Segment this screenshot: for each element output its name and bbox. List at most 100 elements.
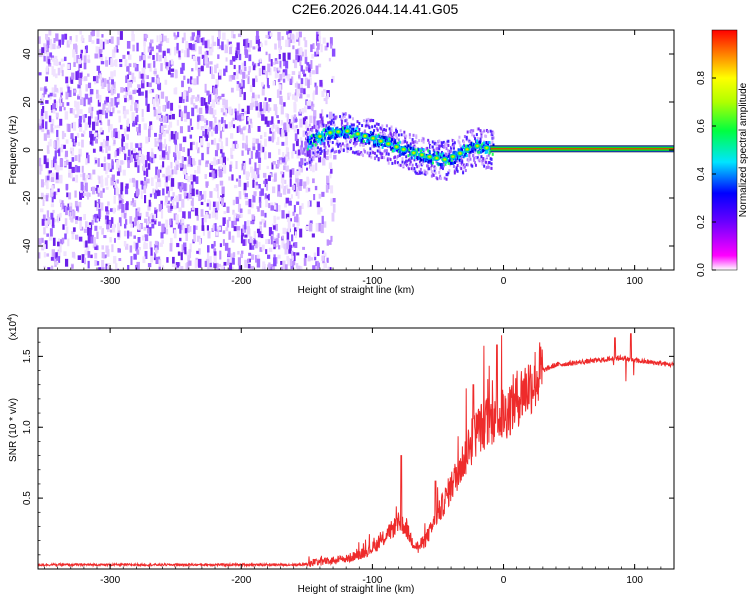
spectrogram-trace-halo <box>347 146 350 150</box>
spectrogram-noise-pixel <box>94 53 98 59</box>
spectrogram-trace-halo <box>416 141 419 145</box>
spectrogram-noise-pixel <box>216 170 220 176</box>
spectrogram-noise-pixel <box>265 198 268 208</box>
spectrogram-noise-pixel <box>147 205 151 211</box>
spectrogram-noise-pixel <box>46 51 50 57</box>
spectrogram-trace-halo <box>366 151 369 155</box>
spectrogram-noise-pixel <box>191 197 194 207</box>
spectrogram-trace-core <box>385 136 388 140</box>
spectrogram-noise-pixel <box>232 209 235 215</box>
spectrogram-trace-halo <box>352 123 355 127</box>
spectrogram-trace-halo <box>424 172 427 176</box>
spectrogram-noise-pixel <box>166 66 170 71</box>
spectrogram-noise-pixel <box>296 201 300 205</box>
spectrogram-trace-core <box>461 148 464 152</box>
spectrogram-noise-pixel <box>318 156 322 163</box>
spectrogram-noise-pixel <box>261 266 265 270</box>
spectrogram-noise-pixel <box>236 42 240 51</box>
spectrogram-noise-pixel <box>273 257 277 267</box>
spectrogram-trace-halo <box>317 150 320 154</box>
spectrogram-noise-pixel <box>48 236 53 241</box>
spectrogram-noise-pixel <box>268 203 272 209</box>
spectrogram-trace-blob-center <box>318 135 322 138</box>
spectrogram-noise-pixel <box>117 30 120 35</box>
spectrogram-noise-pixel <box>177 222 181 229</box>
spectrogram-noise-pixel <box>117 130 120 139</box>
spectrogram-trace-core <box>464 152 467 156</box>
spectrogram-noise-pixel <box>49 52 53 58</box>
spectrogram-noise-pixel <box>248 54 252 62</box>
spectrogram-noise-pixel <box>97 199 101 204</box>
spectrogram-noise-pixel <box>294 83 299 88</box>
spectrogram-trace-core <box>344 134 347 138</box>
spectrogram-noise-pixel <box>96 30 100 38</box>
spectrogram-noise-pixel <box>175 132 179 140</box>
spectrogram-trace-blob-center <box>346 130 349 133</box>
spectrogram-noise-pixel <box>107 201 110 206</box>
spectrogram-trace-core <box>441 163 444 167</box>
spectrogram-noise-pixel <box>211 38 214 45</box>
spectrogram-noise-pixel <box>304 40 308 48</box>
spectrogram-noise-pixel <box>258 157 262 164</box>
spectrogram-noise-pixel <box>167 190 170 198</box>
spectrogram-noise-pixel <box>124 223 127 229</box>
spectrogram-trace-halo <box>473 158 476 162</box>
spectrogram-noise-pixel <box>254 174 258 181</box>
spectrogram-noise-pixel <box>80 173 83 178</box>
spectrogram-trace-halo <box>435 160 438 164</box>
spectrogram-noise-pixel <box>45 220 49 229</box>
spectrogram-noise-pixel <box>53 252 57 262</box>
spectrogram-noise-pixel <box>226 206 230 213</box>
spectrogram-noise-pixel <box>180 111 183 117</box>
spectrogram-noise-pixel <box>281 72 285 78</box>
spectrogram-noise-pixel <box>230 253 234 262</box>
spectrogram-noise-pixel <box>116 171 120 176</box>
spectrogram-noise-pixel <box>191 68 194 72</box>
spectrogram-noise-pixel <box>250 150 253 159</box>
spectrogram-noise-region <box>38 30 337 270</box>
spectrogram-noise-pixel <box>331 75 335 83</box>
spectrogram-noise-pixel <box>194 170 197 174</box>
spectrogram-noise-pixel <box>284 203 288 208</box>
spectrogram-noise-pixel <box>134 193 137 198</box>
spectrogram-noise-pixel <box>245 171 250 180</box>
spectrogram-noise-pixel <box>83 257 87 265</box>
spectrogram-noise-pixel <box>87 82 92 89</box>
spectrogram-noise-pixel <box>146 75 150 80</box>
spectrogram-noise-pixel <box>120 190 123 199</box>
spectrogram-trace-blob-center <box>451 155 454 158</box>
spectrogram-noise-pixel <box>144 180 147 189</box>
spectrogram-trace-halo <box>418 164 421 168</box>
spectrogram-noise-pixel <box>138 87 141 96</box>
spectrogram-noise-pixel <box>247 128 251 134</box>
spectrogram-noise-pixel <box>38 36 41 44</box>
spectrogram-noise-pixel <box>287 92 290 100</box>
spectrogram-noise-pixel <box>110 130 114 138</box>
spectrogram-noise-pixel <box>197 235 201 242</box>
spectrogram-trace-halo <box>305 131 308 135</box>
spectrogram-noise-pixel <box>149 193 153 198</box>
spectrogram-noise-pixel <box>301 150 305 155</box>
spectrogram-noise-pixel <box>300 140 303 148</box>
spectrogram-noise-pixel <box>176 164 179 171</box>
spectrogram-noise-pixel <box>97 187 101 197</box>
spectrogram-noise-pixel <box>108 76 112 80</box>
spectrogram-noise-pixel <box>73 141 77 146</box>
spectrogram-noise-pixel <box>100 175 104 182</box>
spectrogram-trace-halo <box>386 158 389 162</box>
spectrogram-noise-pixel <box>79 53 83 61</box>
spectrogram-noise-pixel <box>283 243 287 250</box>
spectrogram-trace-halo <box>342 149 345 153</box>
spectrogram-noise-pixel <box>321 255 325 261</box>
spectrogram-noise-pixel <box>178 50 181 58</box>
spectrogram-noise-pixel <box>46 40 50 49</box>
spectrogram-trace-halo <box>315 146 318 150</box>
spectrogram-trace-halo <box>448 152 451 156</box>
spectrogram-trace-halo <box>307 151 310 155</box>
spectrogram-noise-pixel <box>92 133 96 141</box>
spectrogram-noise-pixel <box>127 118 130 127</box>
spectrogram-noise-pixel <box>325 184 329 193</box>
spectrogram-noise-pixel <box>112 207 116 214</box>
spectrogram-noise-pixel <box>77 141 81 147</box>
snr-y-tick-label: 1.0 <box>22 420 33 434</box>
